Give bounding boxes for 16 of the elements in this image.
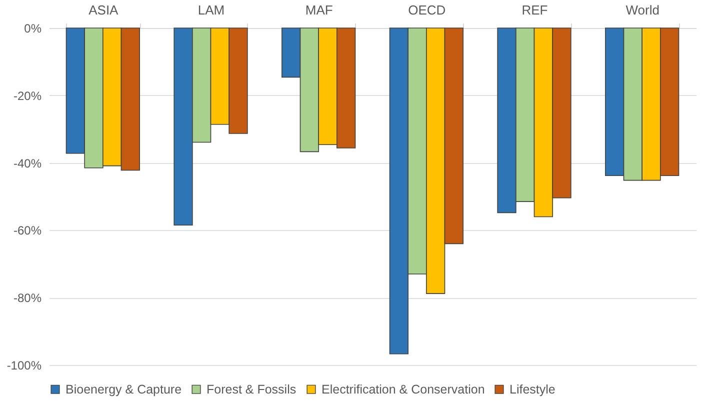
legend-label: Bioenergy & Capture xyxy=(66,382,182,396)
y-tick-label: -60% xyxy=(13,224,42,238)
y-tick-label: -40% xyxy=(13,156,42,170)
y-tick-label: -20% xyxy=(13,88,42,103)
y-tick-label: 0% xyxy=(24,22,42,36)
x-tick-label: World xyxy=(626,2,660,18)
legend-label: Lifestyle xyxy=(510,382,556,396)
legend-label: Electrification & Conservation xyxy=(322,382,485,396)
x-tick-label: OECD xyxy=(408,2,446,18)
y-tick-label: -80% xyxy=(13,291,42,306)
x-tick-label: ASIA xyxy=(88,2,119,18)
x-tick-label: MAF xyxy=(305,2,333,18)
y-tick-label: -100% xyxy=(6,358,42,372)
legend-label: Forest & Fossils xyxy=(206,382,296,396)
x-tick-label: REF xyxy=(522,2,548,18)
x-tick-label: LAM xyxy=(198,2,225,18)
